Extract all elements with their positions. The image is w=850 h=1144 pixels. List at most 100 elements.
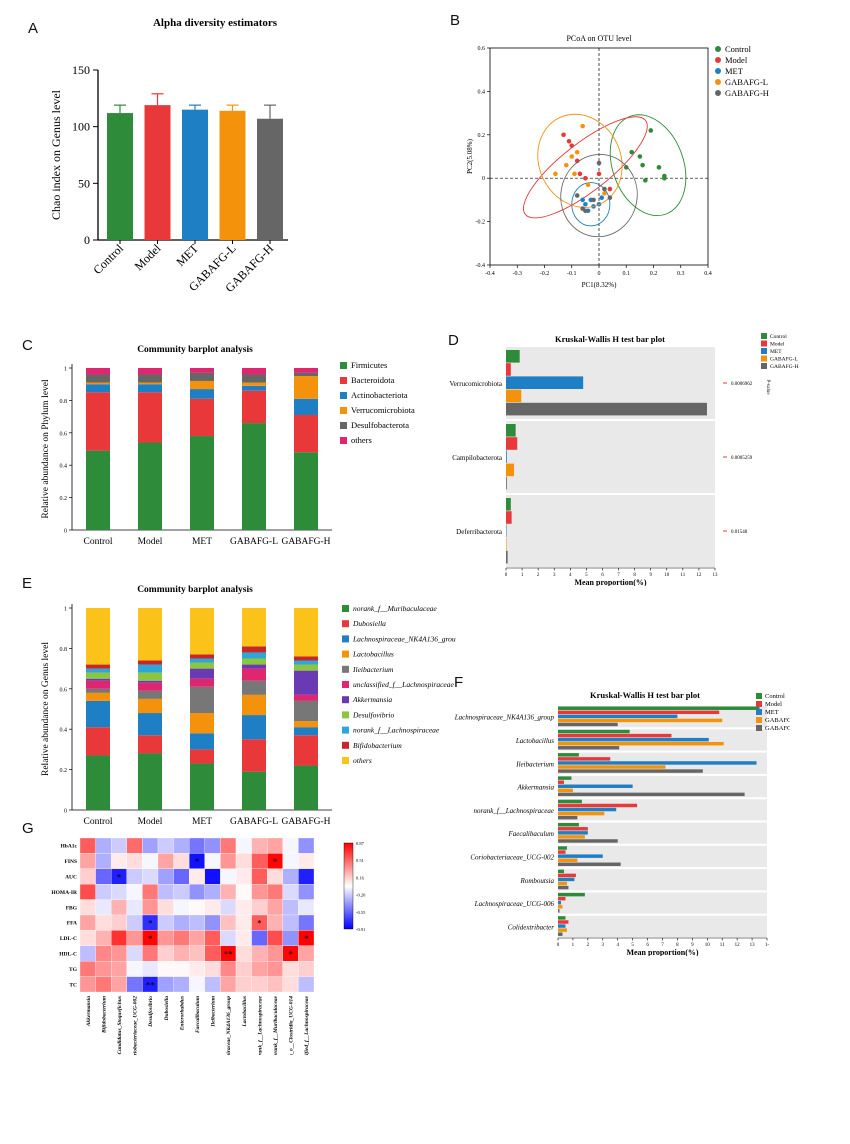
stacked-segment <box>242 739 266 772</box>
heatmap-cell <box>204 914 221 931</box>
legend-label: GABAFG-L <box>770 357 798 363</box>
legend-swatch <box>342 711 349 719</box>
significance-star: * <box>195 857 200 867</box>
heatmap-cell <box>126 930 143 946</box>
legend-swatch <box>340 392 347 399</box>
heatmap-cell <box>251 899 268 916</box>
y-tick-label: 1 <box>64 367 67 373</box>
panel-label-d: D <box>448 332 459 349</box>
bar <box>558 881 567 886</box>
kruskal-phylum-chart: Kruskal-Wallis H test bar plot Verrucomic… <box>450 333 798 586</box>
scatter-point <box>583 201 588 207</box>
legend-label: Model <box>770 342 785 348</box>
x-tick-label: GABAFG-H <box>281 537 330 547</box>
legend-label: GABAFG-L <box>725 77 768 87</box>
bar <box>558 835 585 839</box>
x-tick-label: MET <box>173 241 201 269</box>
x-tick-label: 11 <box>720 943 725 948</box>
bar <box>506 511 512 524</box>
bar <box>558 823 579 827</box>
heatmap-cell <box>251 961 268 977</box>
bar <box>558 916 566 920</box>
heatmap-cell <box>95 868 112 885</box>
stacked-segment <box>242 368 266 375</box>
heatmap-cell <box>173 868 190 885</box>
x-tick-label: 9 <box>649 573 652 578</box>
alpha-diversity-chart: Alpha diversity estimators 0 50 100 150 Chao … <box>49 17 288 295</box>
legend-label: Lachnospiraceae_NK4A136_grou <box>352 634 456 643</box>
heatmap-cell <box>173 899 190 916</box>
y-tick-label: 100 <box>72 120 90 134</box>
scatter-point <box>553 171 558 177</box>
taxon-label: Campilobacterota <box>452 454 503 462</box>
x-tick-label: -0.2 <box>540 271 550 277</box>
confidence-ellipse <box>560 153 638 238</box>
heatmap-cell <box>173 930 190 946</box>
heatmap-cell <box>126 837 143 854</box>
y-tick-label: 0 <box>64 809 67 815</box>
band-background <box>558 892 767 914</box>
x-tick-label: Control <box>90 241 126 277</box>
stacked-segment <box>138 735 162 754</box>
x-tick-label: 3 <box>602 943 605 948</box>
bar <box>558 722 618 727</box>
legend-swatch <box>761 333 767 339</box>
bar <box>558 892 585 897</box>
scatter-point <box>596 171 602 177</box>
stacked-segment <box>86 664 110 669</box>
heatmap-cell <box>79 884 96 900</box>
heatmap-cell <box>267 837 283 854</box>
heatmap-cell <box>95 899 112 916</box>
row-label: TG <box>69 967 78 973</box>
heatmap-cell <box>298 899 315 916</box>
legend-swatch <box>761 348 767 354</box>
heatmap-cell <box>173 853 190 869</box>
legend-label: GABAFG-H <box>770 364 798 370</box>
x-tick-label: 0 <box>557 943 560 948</box>
color-scale-label: 0.51 <box>356 858 364 863</box>
bar <box>558 827 588 831</box>
bar <box>219 110 246 240</box>
scatter-point <box>662 175 667 181</box>
legend-label: Firmicutes <box>351 360 387 370</box>
heatmap-cell <box>251 945 268 962</box>
bar <box>558 862 621 866</box>
stacked-segment <box>294 670 318 695</box>
heatmap-cell <box>126 868 143 885</box>
y-tick-label: 0.8 <box>60 647 68 653</box>
column-label: Desulfovibrio <box>148 996 154 1028</box>
stacked-segment <box>190 678 214 687</box>
legend-label: GABAFG-L <box>765 717 790 724</box>
column-label: Faecalibaculum <box>195 995 201 1033</box>
stacked-segment <box>242 694 266 716</box>
heatmap-cell <box>189 884 205 900</box>
scatter-point <box>596 160 602 166</box>
heatmap-cell <box>204 868 221 885</box>
color-scale-label: -0.55 <box>356 910 366 915</box>
panel-label-c: C <box>22 337 33 354</box>
significance-star: * <box>273 857 278 867</box>
heatmap-cell <box>235 930 252 946</box>
heatmap-cell <box>157 837 174 854</box>
heatmap-cell <box>298 837 315 854</box>
x-tick-label: 0.4 <box>704 271 712 277</box>
bar <box>558 854 603 858</box>
taxon-label: Ileibacterium <box>515 760 554 768</box>
heatmap-cell <box>111 976 127 993</box>
x-tick-label: 2 <box>587 943 590 948</box>
scatter-point <box>585 182 591 188</box>
heatmap-cell <box>95 914 112 931</box>
pvalue-axis-title: P-value <box>765 379 770 395</box>
heatmap-cell <box>189 837 205 854</box>
legend-marker <box>715 46 721 52</box>
heatmap-cell <box>235 976 252 993</box>
stacked-segment <box>294 735 318 766</box>
bar <box>558 846 567 850</box>
band-background <box>558 869 767 891</box>
scatter-point <box>569 154 575 159</box>
heatmap-cell <box>204 945 221 962</box>
heatmap-cell <box>235 868 252 885</box>
bar <box>558 811 605 816</box>
confidence-ellipse <box>571 182 611 227</box>
taxon-label: Coriobacteriaceae_UCG-002 <box>470 853 554 861</box>
